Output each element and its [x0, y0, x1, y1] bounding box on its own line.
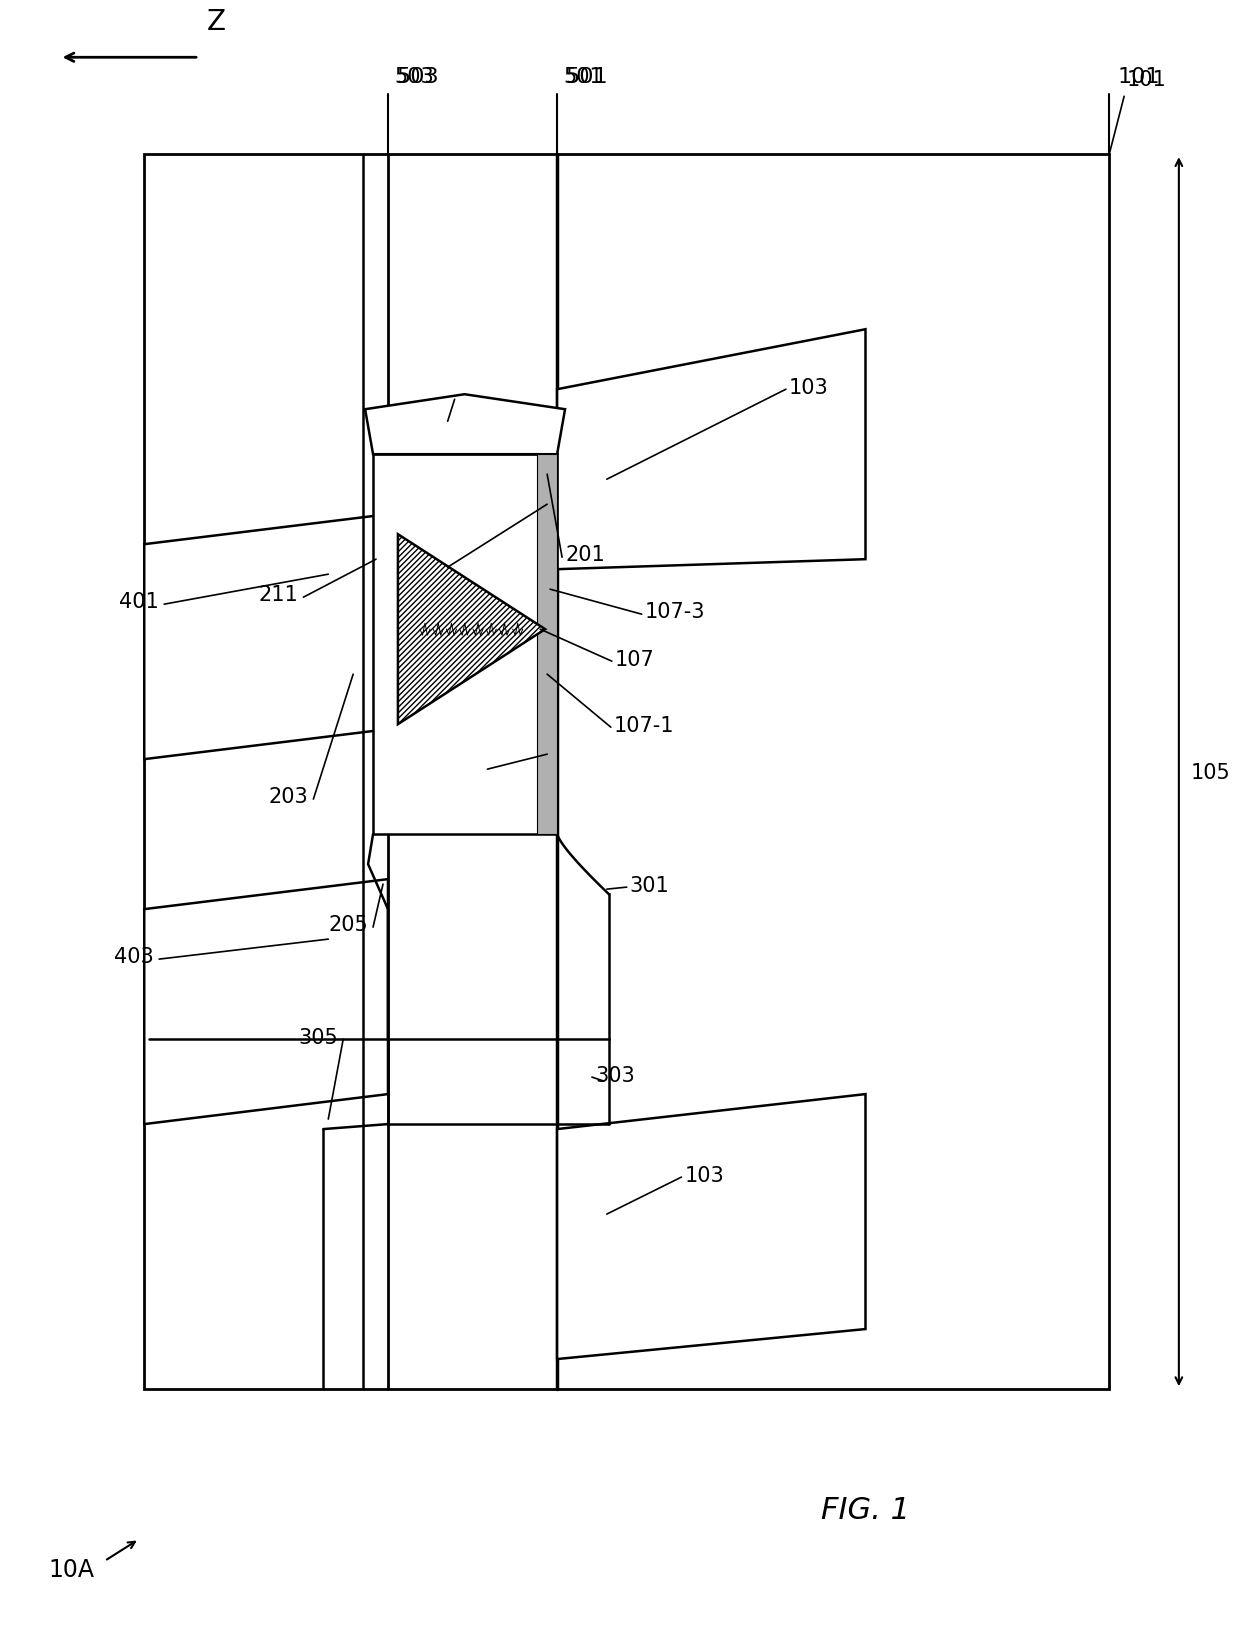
- Text: 203: 203: [269, 787, 309, 806]
- Polygon shape: [144, 880, 388, 1124]
- Text: 107: 107: [615, 649, 655, 670]
- Text: 10A: 10A: [48, 1557, 94, 1582]
- Text: 403: 403: [114, 947, 154, 967]
- Text: 301: 301: [630, 875, 670, 895]
- Text: 501: 501: [565, 67, 608, 87]
- Text: 107-3: 107-3: [645, 602, 706, 621]
- Text: 103: 103: [789, 379, 828, 398]
- Text: 201-1: 201-1: [382, 556, 443, 575]
- Text: Z: Z: [207, 8, 226, 36]
- Polygon shape: [557, 329, 866, 570]
- Text: 101: 101: [1117, 67, 1159, 87]
- Text: 103: 103: [684, 1165, 724, 1185]
- Text: 105: 105: [1190, 762, 1230, 782]
- Text: 107-1: 107-1: [614, 716, 675, 736]
- Text: 201-3: 201-3: [422, 757, 482, 777]
- Text: 211: 211: [259, 585, 299, 605]
- Text: FIG. 1: FIG. 1: [821, 1495, 910, 1524]
- Polygon shape: [365, 395, 565, 456]
- Text: 503: 503: [394, 67, 434, 87]
- Text: 501: 501: [563, 67, 603, 87]
- Text: 303: 303: [595, 1065, 635, 1085]
- Polygon shape: [398, 534, 546, 724]
- Text: 401: 401: [119, 592, 159, 611]
- Text: 207: 207: [403, 410, 443, 429]
- Text: 503: 503: [396, 67, 439, 87]
- Bar: [144, 156, 1110, 1390]
- Text: 201: 201: [565, 544, 605, 565]
- Text: 101: 101: [1127, 70, 1167, 90]
- Polygon shape: [144, 515, 388, 760]
- Text: 205: 205: [329, 915, 368, 934]
- Bar: [537, 456, 557, 834]
- Text: 305: 305: [299, 1028, 339, 1047]
- Polygon shape: [557, 1095, 866, 1359]
- Bar: [373, 456, 557, 834]
